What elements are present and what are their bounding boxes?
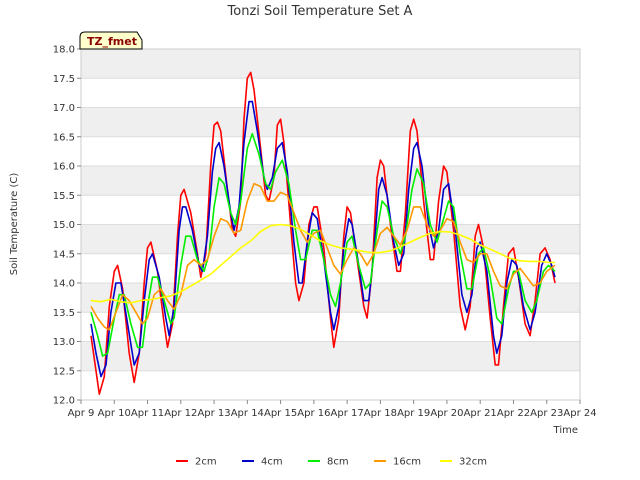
legend: 2cm 4cm 8cm 16cm 32cm: [176, 457, 487, 468]
background-band: [81, 370, 580, 400]
y-tick-label: 18.0: [53, 45, 75, 56]
x-tick-label: Apr 22: [497, 408, 530, 419]
x-tick-label: Apr 15: [264, 408, 297, 419]
x-tick-label: Apr 11: [131, 408, 164, 419]
station-badge: TZ_fmet: [79, 31, 143, 50]
x-tick-label: Apr 10: [98, 408, 131, 419]
y-tick-label: 13.0: [53, 337, 75, 348]
series-line-2cm: [90, 71, 556, 395]
legend-label-32cm: 32cm: [459, 457, 487, 468]
x-axis-ticks: Apr 9 Apr 10 Apr 11 Apr 12 Apr 13 Apr 14 Apr 1…: [68, 400, 597, 419]
x-tick-label: Apr 24: [563, 408, 596, 419]
x-tick-label: Apr 16: [297, 408, 330, 419]
legend-label-8cm: 8cm: [327, 457, 349, 468]
background-band: [81, 78, 580, 108]
series-line-32cm: [90, 223, 555, 304]
y-tick-label: 15.0: [53, 220, 75, 231]
station-badge-shape: [79, 31, 143, 50]
background-band: [81, 136, 580, 166]
x-tick-label: Apr 20: [430, 408, 463, 419]
x-tick-label: Apr 9: [68, 408, 95, 419]
y-tick-label: 14.5: [53, 249, 75, 260]
chart-title: Tonzi Soil Temperature Set A: [227, 4, 413, 19]
y-tick-label: 15.5: [53, 191, 75, 202]
background-band: [81, 166, 580, 196]
y-tick-label: 16.0: [53, 162, 75, 173]
y-tick-label: 13.5: [53, 308, 75, 319]
background-band: [81, 195, 580, 225]
x-axis-label: Time: [553, 425, 578, 436]
x-tick-label: Apr 23: [530, 408, 563, 419]
x-tick-label: Apr 18: [364, 408, 397, 419]
background-band: [81, 107, 580, 137]
x-tick-label: Apr 17: [331, 408, 364, 419]
station-badge-label: TZ_fmet: [87, 35, 137, 48]
series-line-4cm: [90, 100, 556, 378]
background-band: [81, 341, 580, 371]
y-tick-label: 16.5: [53, 132, 75, 143]
legend-label-4cm: 4cm: [261, 457, 283, 468]
y-axis-label: Soil Temperature (C): [9, 173, 20, 276]
x-tick-label: Apr 12: [164, 408, 197, 419]
y-tick-label: 12.0: [53, 396, 75, 407]
x-tick-label: Apr 19: [397, 408, 430, 419]
y-tick-label: 14.0: [53, 279, 75, 290]
background-band: [81, 224, 580, 254]
y-tick-label: 17.0: [53, 103, 75, 114]
background-band: [81, 49, 580, 79]
x-tick-label: Apr 14: [231, 408, 264, 419]
x-tick-label: Apr 13: [197, 408, 230, 419]
y-tick-label: 17.5: [53, 74, 75, 85]
plot-background-bands: [81, 49, 580, 400]
legend-label-2cm: 2cm: [195, 457, 217, 468]
y-axis-ticks: 12.0 12.5 13.0 13.5 14.0 14.5 15.0 15.5 16.0 16.5…: [53, 45, 81, 407]
y-tick-label: 12.5: [53, 366, 75, 377]
x-tick-label: Apr 21: [464, 408, 497, 419]
series-lines: [90, 71, 556, 395]
series-line-8cm: [90, 133, 556, 357]
legend-label-16cm: 16cm: [393, 457, 421, 468]
